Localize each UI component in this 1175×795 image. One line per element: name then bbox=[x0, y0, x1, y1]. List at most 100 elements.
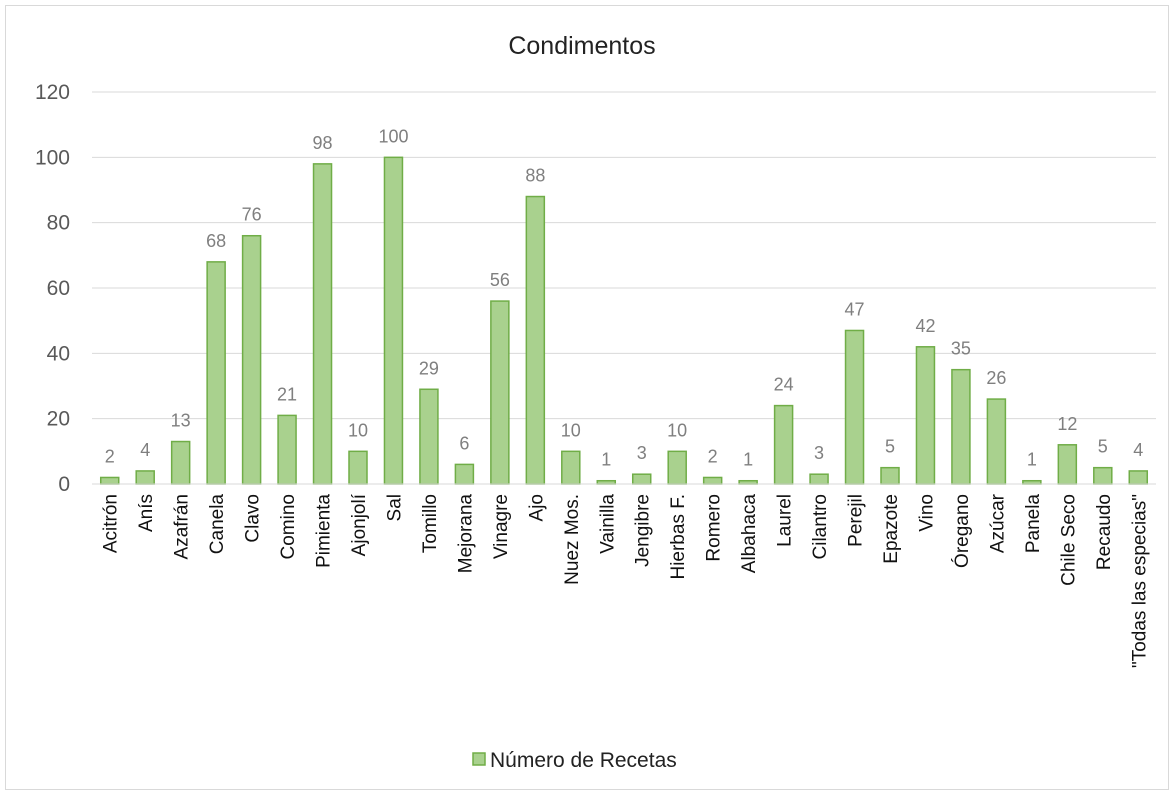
bar bbox=[170, 440, 191, 485]
bar bbox=[809, 473, 829, 485]
x-tick-label: Comino bbox=[278, 494, 299, 559]
data-label: 1 bbox=[743, 450, 753, 470]
x-tick-label: Recaudo bbox=[1094, 494, 1115, 570]
data-label: 35 bbox=[951, 339, 971, 359]
x-tick-label: Perejil bbox=[846, 494, 867, 547]
bars bbox=[99, 156, 1149, 485]
bar bbox=[1093, 466, 1113, 485]
y-tick-label: 60 bbox=[47, 277, 70, 300]
bar bbox=[631, 473, 652, 485]
x-tick-label: Azafrán bbox=[172, 494, 193, 559]
data-label: 68 bbox=[206, 231, 226, 251]
data-label: 26 bbox=[986, 368, 1006, 388]
bar bbox=[667, 450, 687, 485]
x-tick-label: Pimienta bbox=[314, 494, 335, 568]
x-tick-label: Chile Seco bbox=[1058, 494, 1079, 586]
x-tick-label: Hierbas F. bbox=[668, 494, 689, 580]
bar bbox=[383, 156, 404, 485]
x-tick-label: Ajo bbox=[526, 494, 547, 521]
data-label: 21 bbox=[277, 384, 297, 404]
x-tick-label: Vino bbox=[916, 494, 937, 532]
bar bbox=[206, 261, 226, 485]
data-label: 6 bbox=[459, 433, 469, 453]
x-tick-label: Albahaca bbox=[739, 494, 760, 574]
data-label: 5 bbox=[1098, 437, 1108, 457]
bar bbox=[702, 476, 723, 485]
y-tick-label: 20 bbox=[47, 408, 70, 431]
y-tick-label: 80 bbox=[47, 212, 70, 235]
data-label: 42 bbox=[915, 316, 935, 336]
bar bbox=[277, 414, 297, 485]
bar bbox=[880, 466, 900, 485]
y-axis-ticks: 0 20 40 60 80 100 120 bbox=[35, 81, 70, 496]
data-label: 1 bbox=[601, 450, 611, 470]
x-tick-label: Vinagre bbox=[491, 494, 512, 559]
x-tick-label: Mejorana bbox=[455, 494, 476, 574]
data-label: 5 bbox=[885, 437, 895, 457]
data-label: 3 bbox=[814, 443, 824, 463]
x-tick-label: "Todas las especias" bbox=[1129, 494, 1150, 668]
data-label: 24 bbox=[774, 375, 794, 395]
bar bbox=[1128, 470, 1149, 485]
x-tick-label: Óregano bbox=[951, 494, 973, 568]
data-label: 10 bbox=[667, 420, 687, 440]
data-label: 88 bbox=[525, 166, 545, 186]
bar bbox=[241, 234, 262, 485]
x-tick-label: Epazote bbox=[881, 494, 902, 564]
y-tick-label: 100 bbox=[35, 146, 70, 169]
bar bbox=[348, 450, 368, 485]
bar bbox=[525, 195, 546, 485]
data-label: 4 bbox=[140, 440, 150, 460]
data-label: 10 bbox=[348, 420, 368, 440]
data-label: 76 bbox=[242, 205, 262, 225]
bar bbox=[561, 450, 581, 485]
x-tick-label: Acitrón bbox=[101, 494, 122, 553]
y-tick-label: 40 bbox=[47, 342, 70, 365]
data-label: 3 bbox=[637, 443, 647, 463]
x-tick-label: Clavo bbox=[243, 494, 264, 543]
bar bbox=[135, 470, 155, 485]
chart-frame bbox=[5, 5, 1169, 790]
bar bbox=[951, 368, 971, 485]
data-label: 98 bbox=[313, 133, 333, 153]
legend-swatch bbox=[472, 752, 486, 766]
bar bbox=[454, 463, 475, 485]
x-tick-label: Romero bbox=[704, 494, 725, 562]
x-tick-label: Laurel bbox=[775, 494, 796, 547]
y-tick-label: 0 bbox=[58, 473, 70, 496]
bar bbox=[915, 346, 936, 485]
x-tick-label: Canela bbox=[207, 494, 228, 555]
bar bbox=[986, 398, 1007, 485]
chart-title: Condimentos bbox=[508, 32, 655, 60]
data-label: 1 bbox=[1027, 450, 1037, 470]
x-tick-label: Jengibre bbox=[633, 494, 654, 567]
legend-label: Número de Recetas bbox=[490, 749, 677, 772]
x-tick-label: Sal bbox=[384, 494, 405, 521]
data-label: 29 bbox=[419, 358, 439, 378]
data-label: 47 bbox=[845, 299, 865, 319]
bar bbox=[99, 476, 120, 485]
bar bbox=[312, 163, 333, 485]
x-tick-label: Ajonjolí bbox=[349, 493, 370, 556]
gridlines bbox=[92, 91, 1156, 420]
x-tick-label: Cilantro bbox=[810, 494, 831, 559]
x-tick-label: Tomillo bbox=[420, 494, 441, 553]
bar bbox=[844, 329, 865, 485]
x-axis-ticks: Acitrón Anís Azafrán Canela Clavo Comino Pimie… bbox=[101, 493, 1151, 668]
x-tick-label: Vainilla bbox=[597, 494, 618, 554]
data-label: 56 bbox=[490, 270, 510, 290]
legend: Número de Recetas bbox=[472, 749, 677, 772]
data-label: 13 bbox=[171, 411, 191, 431]
bar bbox=[490, 300, 510, 485]
x-tick-label: Panela bbox=[1023, 494, 1044, 554]
data-label: 12 bbox=[1057, 414, 1077, 434]
x-tick-label: Anís bbox=[136, 494, 157, 532]
bar bbox=[773, 404, 794, 485]
data-label: 2 bbox=[105, 446, 115, 466]
x-tick-label: Azúcar bbox=[987, 493, 1008, 553]
x-tick-label: Nuez Mos. bbox=[562, 494, 583, 585]
data-label: 100 bbox=[378, 126, 408, 146]
bar bbox=[1057, 444, 1078, 485]
